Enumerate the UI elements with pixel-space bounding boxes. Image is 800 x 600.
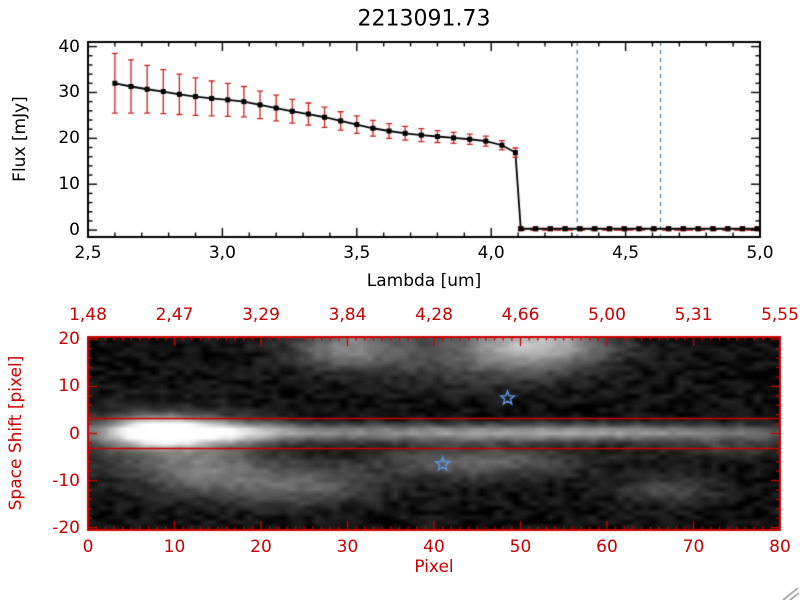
spectrogram-wavelength-tick-label: 2,47	[155, 305, 194, 325]
spectrum-x-tick-label: 2,5	[74, 243, 102, 263]
spectrogram-wavelength-tick-label: 5,31	[674, 305, 713, 325]
spectrogram-x-tick-label: 50	[509, 537, 532, 557]
spectrogram-wavelength-tick-label: 5,00	[588, 305, 626, 325]
spectrogram-x-tick-label: 80	[769, 537, 791, 557]
spectrogram-wavelength-tick-label: 3,29	[242, 305, 280, 325]
spectrum-x-tick-label: 4,0	[477, 243, 505, 263]
spectrogram-wavelength-tick-label: 3,84	[328, 305, 367, 325]
spectrogram-y-tick-label: -20	[52, 517, 80, 538]
spectrum-x-tick-label: 5,0	[746, 243, 774, 263]
spectrum-x-tick-label: 3,0	[208, 243, 236, 263]
spectrum-y-axis-label: Flux [mJy]	[10, 96, 30, 182]
plot-title: 2213091.73	[357, 6, 491, 32]
spectrogram-wavelength-tick-label: 1,48	[69, 305, 107, 325]
spectrum-y-tick-label: 30	[58, 82, 80, 103]
spectrum-x-tick-label: 4,5	[612, 243, 640, 263]
spectrogram-x-tick-label: 40	[423, 537, 445, 557]
spectrogram-wavelength-tick-label: 5,55	[761, 305, 799, 325]
spectrum-y-tick-label: 0	[69, 220, 80, 241]
spectrogram-x-tick-label: 60	[596, 537, 618, 557]
spectrogram-y-axis-label: Space Shift [pixel]	[6, 355, 26, 511]
spectrum-x-axis-label: Lambda [um]	[366, 271, 482, 291]
spectrogram-x-tick-label: 10	[163, 537, 186, 557]
spectrogram-wavelength-tick-label: 4,66	[501, 305, 540, 325]
spectrogram-x-axis-label: Pixel	[414, 557, 454, 577]
spectrum-y-tick-label: 10	[58, 174, 80, 195]
spectrogram-x-tick-label: 70	[682, 537, 705, 557]
spectrogram-x-tick-label: 0	[82, 537, 94, 557]
spectrogram-y-tick-label: 20	[58, 329, 80, 350]
spectrum-y-tick-label: 40	[58, 36, 80, 57]
spectrogram-y-tick-label: -10	[52, 470, 80, 491]
spectrogram-y-tick-label: 10	[58, 376, 80, 397]
spectrum-y-tick-label: 20	[58, 128, 80, 149]
spectrogram-x-tick-label: 20	[250, 537, 272, 557]
spectrogram-wavelength-tick-label: 4,28	[415, 305, 453, 325]
spectrogram-y-tick-label: 0	[69, 423, 80, 444]
spectrogram-x-tick-label: 30	[336, 537, 359, 557]
spectrum-x-tick-label: 3,5	[343, 243, 371, 263]
